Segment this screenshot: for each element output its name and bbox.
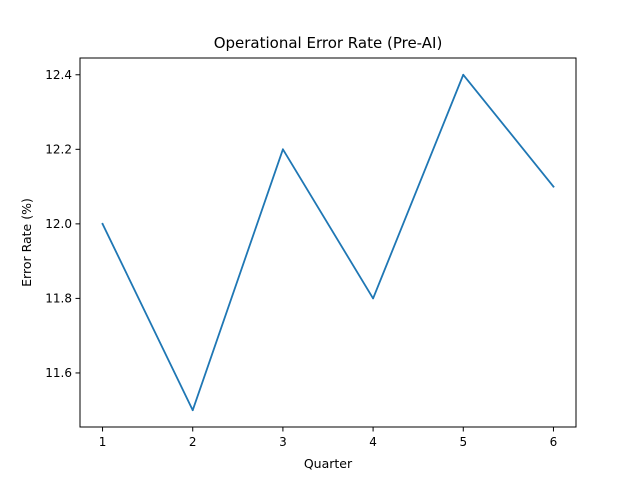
data-point [372,297,374,300]
data-point [462,73,465,76]
data-point [282,148,284,151]
x-tick-label: 4 [369,435,377,449]
x-tick-label: 5 [459,435,467,449]
y-tick-label: 11.8 [45,291,72,305]
y-tick-label: 12.2 [45,142,72,156]
x-tick-label: 1 [99,435,107,449]
x-tick-label: 2 [189,435,197,449]
y-tick-label: 11.6 [45,366,72,380]
x-axis-ticks: 1 2 3 4 5 6 [99,427,558,449]
series-line [101,73,555,412]
x-axis-label: Quarter [304,456,353,471]
y-axis-label: Error Rate (%) [19,198,34,287]
x-tick-label: 6 [550,435,558,449]
series-layer [101,73,555,412]
data-point [552,185,555,188]
plot-area-frame [79,57,577,428]
data-point [101,222,104,225]
chart-title: Operational Error Rate (Pre-AI) [214,34,443,52]
y-tick-label: 12.4 [45,68,72,82]
data-point [191,409,194,412]
y-axis-ticks: 11.6 11.8 12.0 12.2 12.4 [45,68,80,380]
x-tick-label: 3 [279,435,287,449]
y-tick-label: 12.0 [45,217,72,231]
